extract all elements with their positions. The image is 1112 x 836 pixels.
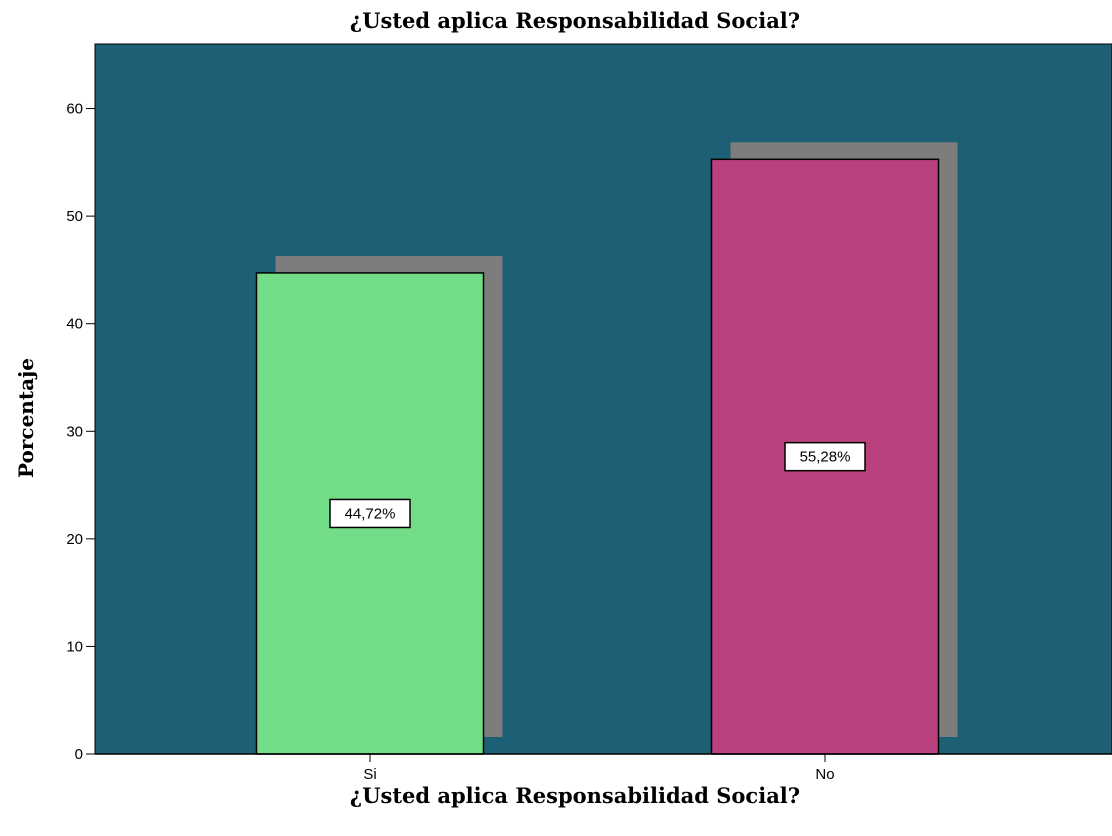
y-tick-label: 20 [66,531,83,548]
y-tick-label: 40 [66,316,83,333]
y-tick-label: 10 [66,638,83,655]
data-label-box [784,441,866,472]
data-label: 55,28% [800,449,851,466]
y-axis-label: Porcentaje [14,358,38,478]
y-tick-label: 30 [66,423,83,440]
x-axis: Si No [95,753,1112,783]
y-tick-label: 0 [75,746,83,763]
data-label-box [329,498,411,529]
data-label: 44,72% [345,505,396,522]
plot-area [94,43,1112,755]
y-tick-label: 60 [66,101,83,118]
chart-title: ¿Usted aplica Responsabilidad Social? [350,8,800,33]
bars-layer: 44,72% 55,28% [255,142,958,755]
x-tick-label: No [815,766,834,783]
x-axis-label: ¿Usted aplica Responsabilidad Social? [350,783,800,808]
y-axis: 0 10 20 30 40 50 60 [66,44,96,763]
y-tick-label: 50 [66,208,83,225]
x-tick-label: Si [363,766,376,783]
